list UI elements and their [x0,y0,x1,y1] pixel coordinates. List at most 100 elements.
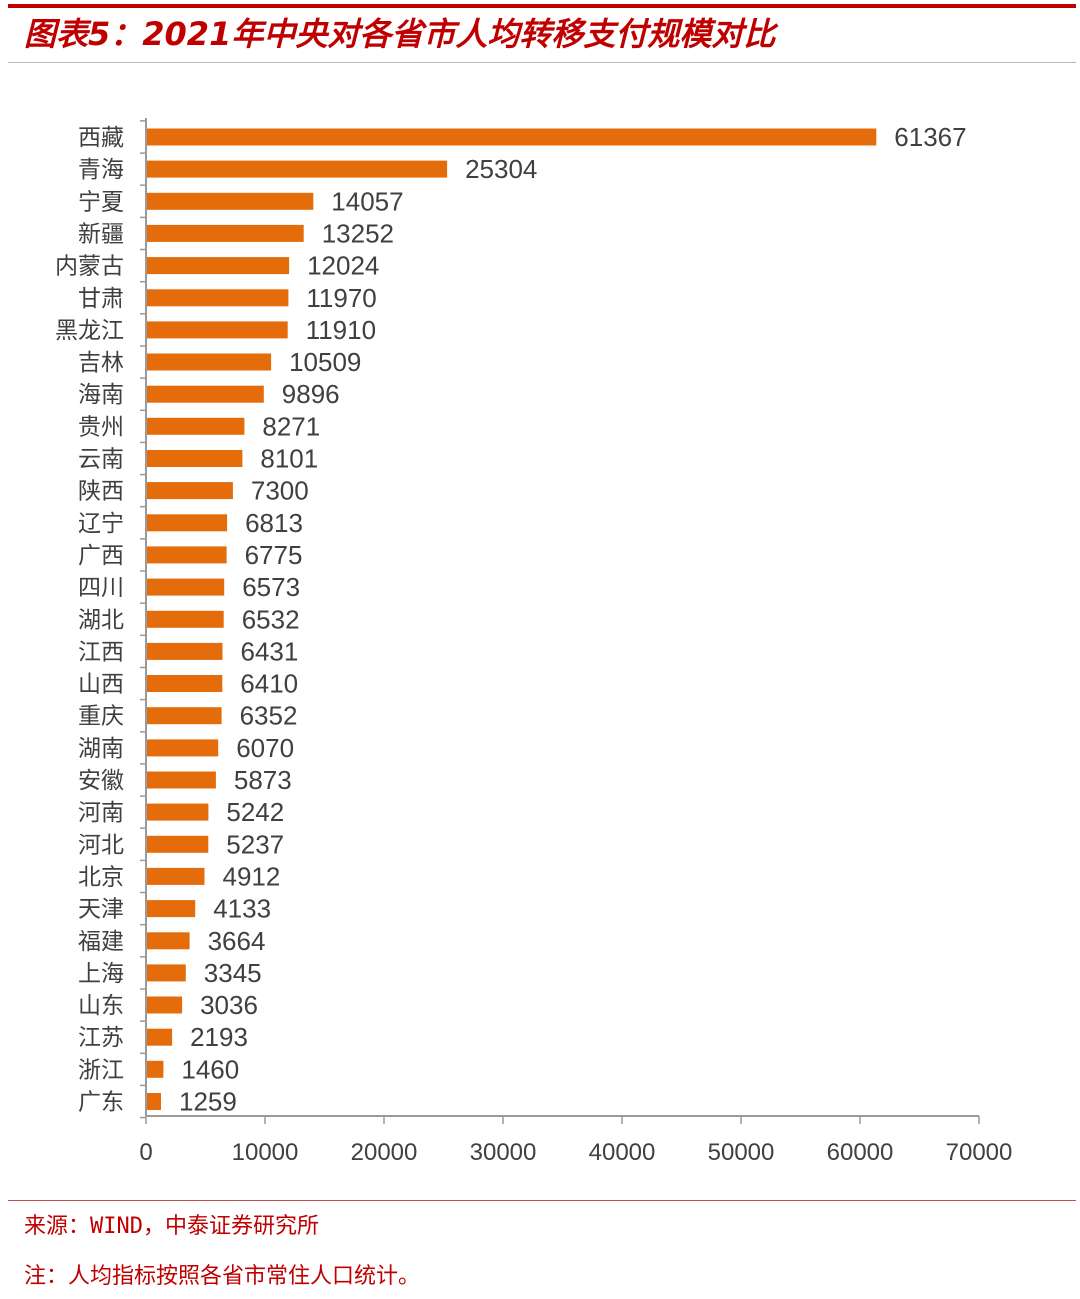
category-label: 河南 [78,800,124,826]
bar-吉林 [146,353,272,371]
category-label: 广东 [78,1090,124,1116]
category-label: 浙江 [78,1057,124,1083]
category-label: 贵州 [78,414,124,440]
bar-四川 [146,578,225,596]
category-label: 内蒙古 [55,254,124,280]
category-label: 甘肃 [78,286,124,312]
data-label: 6532 [242,604,300,634]
x-tick-label: 60000 [827,1139,894,1166]
bar-贵州 [146,417,245,435]
category-label: 山西 [78,672,124,698]
data-label: 11970 [306,283,376,313]
data-label: 12024 [307,251,379,281]
footer-divider [8,1200,1076,1201]
data-label: 2193 [190,1022,248,1052]
category-label: 安徽 [78,768,124,794]
data-label: 5873 [234,765,292,795]
data-label: 8271 [262,411,320,441]
data-label: 13252 [322,218,394,248]
x-tick-label: 40000 [589,1139,656,1166]
bar-新疆 [146,224,304,242]
bar-陕西 [146,482,233,500]
bar-辽宁 [146,514,228,532]
data-label: 61367 [894,122,966,152]
category-label: 四川 [78,575,124,601]
category-label: 吉林 [78,350,124,376]
data-label: 5242 [226,797,284,827]
bar-甘肃 [146,289,289,307]
category-label: 天津 [78,897,124,923]
category-label: 河北 [78,832,124,858]
category-label: 北京 [78,864,124,890]
data-label: 6813 [245,508,303,538]
bar-湖南 [146,739,219,757]
data-label: 8101 [260,444,318,474]
data-label: 6431 [241,636,299,666]
bar-安徽 [146,771,216,789]
bar-宁夏 [146,192,314,210]
data-label: 6352 [240,701,298,731]
category-label: 上海 [78,961,124,987]
category-label: 新疆 [78,221,124,247]
data-label: 14057 [331,186,403,216]
category-label: 湖南 [78,736,124,762]
top-rule [8,4,1076,8]
bar-西藏 [146,128,877,146]
category-label: 山东 [78,993,124,1019]
bar-湖北 [146,610,224,628]
bar-云南 [146,450,243,467]
data-label: 7300 [251,476,309,506]
category-label: 西藏 [78,125,124,151]
remark-note: 注：人均指标按照各省市常住人口统计。 [24,1264,421,1289]
data-label: 6070 [236,733,294,763]
bar-福建 [146,932,190,950]
x-tick-label: 50000 [708,1139,775,1166]
bar-黑龙江 [146,321,288,339]
category-label: 辽宁 [78,511,124,537]
bar-chart: 西藏 61367 青海 25304 宁夏 14057 新疆 13252 内蒙古 12024 甘肃 11… [55,118,1013,1166]
data-label: 6573 [242,572,300,602]
data-label: 5237 [226,829,284,859]
title-divider [8,62,1076,63]
x-tick-label: 70000 [946,1139,1013,1166]
x-tick-label: 20000 [351,1139,418,1166]
bar-河北 [146,835,209,853]
category-label: 福建 [78,929,124,955]
data-label: 11910 [306,315,376,345]
data-label: 6410 [240,669,298,699]
bar-江苏 [146,1028,173,1046]
category-label: 重庆 [78,704,124,730]
x-tick-label: 0 [139,1139,152,1166]
category-label: 黑龙江 [55,318,124,344]
chart-title: 图表5：2021年中央对各省市人均转移支付规模对比 [24,15,776,53]
bar-天津 [146,900,196,918]
data-label: 10509 [289,347,361,377]
data-label: 9896 [282,379,340,409]
data-label: 3036 [200,990,258,1020]
bar-北京 [146,867,205,885]
bar-江西 [146,642,223,660]
category-label: 湖北 [78,607,124,633]
category-label: 云南 [78,447,124,473]
data-label: 1259 [179,1087,237,1117]
data-label: 4912 [223,861,281,891]
category-label: 青海 [78,157,124,183]
bar-广东 [146,1093,161,1110]
bar-上海 [146,964,186,982]
category-label: 宁夏 [78,189,124,215]
category-label: 江苏 [78,1025,124,1051]
bar-河南 [146,803,209,821]
bar-青海 [146,160,448,178]
bar-内蒙古 [146,257,290,275]
bar-山西 [146,675,223,692]
category-label: 海南 [78,382,124,408]
data-label: 1460 [181,1054,239,1084]
x-tick-label: 10000 [232,1139,299,1166]
data-label: 4133 [213,894,271,924]
source-note: 来源：WIND，中泰证券研究所 [24,1214,319,1239]
bar-山东 [146,996,183,1014]
data-label: 3664 [208,926,266,956]
category-label: 江西 [78,639,124,665]
bar-海南 [146,385,264,403]
x-tick-label: 30000 [470,1139,537,1166]
